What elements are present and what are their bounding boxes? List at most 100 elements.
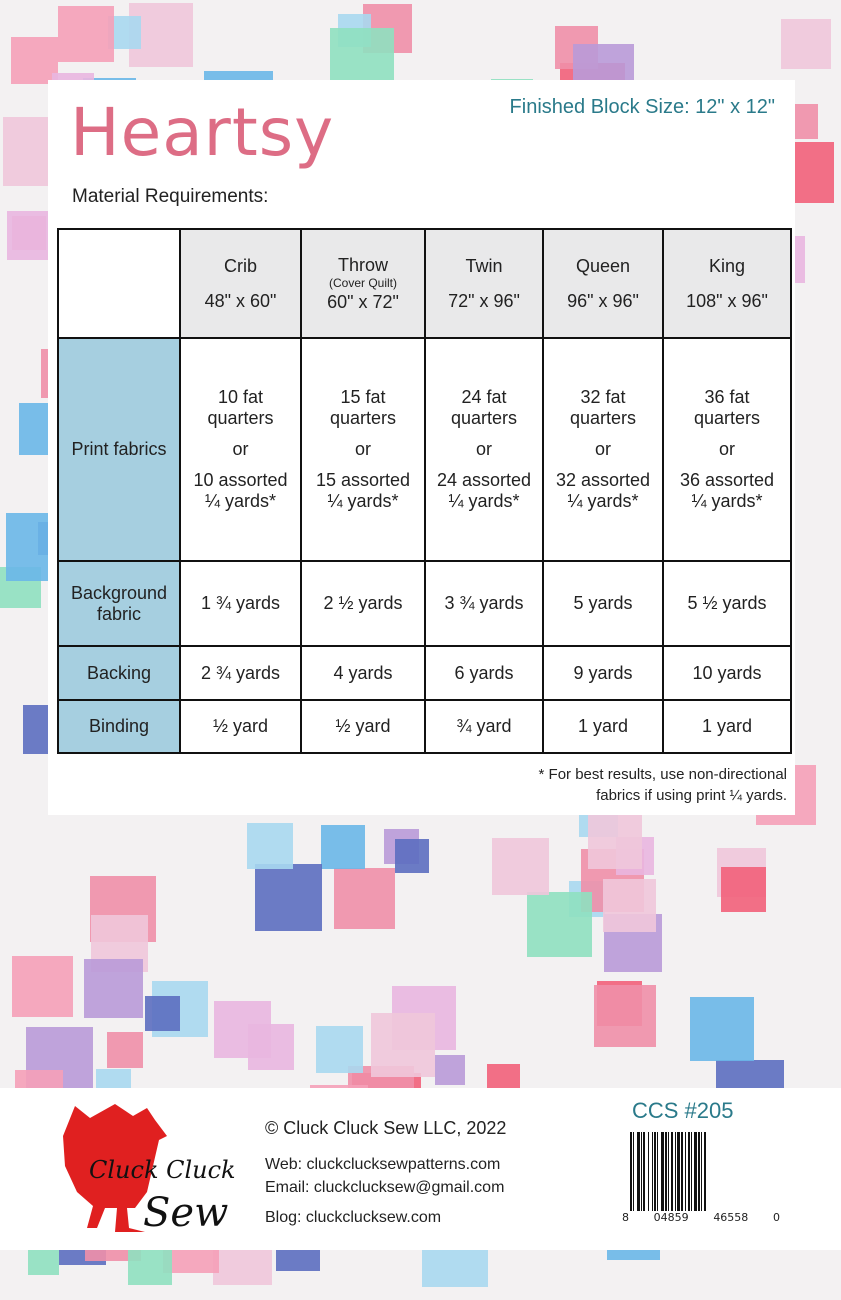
barcode-bar	[651, 1132, 653, 1212]
barcode-bar	[645, 1132, 648, 1212]
pattern-title: Heartsy	[70, 94, 335, 171]
quilt-patch	[214, 1001, 271, 1058]
table-cell: 1 ¾ yards	[179, 560, 302, 647]
table-cell: ¾ yard	[424, 699, 544, 754]
cell-line: or	[475, 439, 492, 459]
column-header-king: King 108" x 96"	[662, 228, 792, 339]
copyright: © Cluck Cluck Sew LLC, 2022	[265, 1118, 507, 1138]
quilt-patch	[603, 879, 656, 932]
requirements-table: Crib 48" x 60" Throw (Cover Quilt) 60" x 72"…	[57, 228, 792, 754]
cell-line: 24 assorted	[436, 470, 532, 490]
barcode-digit: 46558	[713, 1211, 749, 1224]
barcode-bar	[657, 1132, 659, 1212]
size-name: Queen	[575, 255, 631, 276]
table-row: Binding ½ yard ½ yard ¾ yard 1 yard 1 yard	[57, 699, 792, 754]
barcode-bar	[660, 1132, 664, 1212]
table-cell: 3 ¾ yards	[424, 560, 544, 647]
table-cell: 1 yard	[662, 699, 792, 754]
barcode-bar	[688, 1132, 691, 1212]
barcode-bar	[640, 1132, 643, 1212]
cell-line: or	[232, 439, 249, 459]
quilt-patch	[435, 1055, 465, 1085]
material-requirements-panel: Heartsy Finished Block Size: 12" x 12" M…	[48, 80, 795, 815]
table-cell: 2 ½ yards	[300, 560, 426, 647]
cell-line: 15 assorted	[315, 470, 411, 490]
svg-text:Cluck Cluck: Cluck Cluck	[89, 1156, 236, 1184]
svg-text:Sew: Sew	[143, 1190, 228, 1236]
quilt-patch	[316, 1026, 363, 1073]
column-header-queen: Queen 96" x 96"	[542, 228, 664, 339]
size-dimensions: 48" x 60"	[204, 290, 277, 311]
cell-line: 10 fat	[217, 387, 264, 407]
row-label: Print fabrics	[71, 439, 167, 459]
barcode-bar	[634, 1132, 637, 1212]
size-note: (Cover Quilt)	[328, 275, 397, 290]
table-row: Background fabric 1 ¾ yards 2 ½ yards 3 ¾ y…	[57, 560, 792, 647]
website-link[interactable]: Web: cluckclucksewpatterns.com	[265, 1156, 501, 1173]
barcode-bar	[656, 1132, 658, 1212]
barcode-bar	[684, 1132, 686, 1212]
quilt-patch	[7, 211, 56, 260]
barcode-bar	[639, 1132, 641, 1212]
quilt-patch	[58, 6, 114, 62]
barcode-bar	[647, 1132, 649, 1212]
row-label: Background fabric	[70, 582, 168, 624]
size-name: Throw	[337, 254, 388, 275]
quilt-patch	[395, 839, 429, 873]
barcode-digit: 04859	[653, 1211, 689, 1224]
quilt-patch	[11, 37, 58, 84]
table-row: Print fabrics 10 fat quarters or 10 assorted…	[57, 337, 792, 562]
barcode-bar	[636, 1132, 640, 1212]
chicken-logo: Cluck Cluck Sew	[63, 1104, 236, 1236]
table-cell: 1 yard	[542, 699, 664, 754]
row-label: Backing	[86, 662, 152, 683]
cell-line: 36 assorted	[679, 470, 775, 490]
table-cell: 2 ¾ yards	[179, 645, 302, 701]
quilt-patch	[594, 985, 656, 1047]
barcode-bar	[685, 1132, 689, 1212]
blog-link[interactable]: Blog: cluckclucksew.com	[265, 1209, 442, 1226]
size-name: King	[708, 255, 746, 276]
material-requirements-heading: Material Requirements:	[72, 186, 269, 207]
barcode-bar	[690, 1132, 692, 1212]
quilt-patch	[84, 959, 143, 1018]
cell-line: 32 fat	[580, 387, 626, 407]
cell-line: quarters	[207, 408, 274, 428]
cell-line: ¼ yards*	[448, 491, 520, 511]
table-cell: 32 fat quarters or 32 assorted ¼ yards*	[542, 337, 664, 562]
barcode-bar	[658, 1132, 661, 1212]
cell-line: 10 assorted	[193, 470, 288, 490]
size-name: Twin	[465, 255, 503, 276]
barcode-bar	[633, 1132, 635, 1212]
finished-block-size: Finished Block Size: 12" x 12"	[509, 96, 775, 118]
quilt-patch	[255, 864, 322, 931]
cell-line: ¼ yards*	[204, 491, 277, 511]
barcode-bar	[643, 1132, 646, 1212]
size-name: Crib	[223, 255, 257, 276]
row-label: Binding	[88, 716, 150, 736]
quilt-patch	[12, 956, 73, 1017]
barcode-digit: 0	[772, 1211, 780, 1224]
barcode-bar	[630, 1132, 633, 1212]
barcode-bar	[697, 1132, 701, 1212]
cell-line: quarters	[329, 408, 397, 428]
barcode-bar	[632, 1132, 634, 1212]
footer: Cluck Cluck Sew © Cluck Cluck Sew LLC, 2…	[0, 1088, 841, 1250]
table-cell: 15 fat quarters or 15 assorted ¼ yards*	[300, 337, 426, 562]
cell-line: quarters	[450, 408, 518, 428]
cell-line: ¼ yards*	[691, 491, 763, 511]
barcode-bar	[653, 1132, 655, 1212]
footnote: * For best results, use non-directional …	[539, 764, 787, 806]
barcode-bar	[648, 1132, 652, 1212]
cell-line: ¼ yards*	[567, 491, 639, 511]
barcode-bar	[691, 1132, 693, 1212]
size-dimensions: 72" x 96"	[448, 290, 520, 311]
quilt-patch	[371, 1013, 435, 1077]
barcode-bar	[674, 1132, 676, 1212]
cell-line: 32 assorted	[555, 470, 651, 490]
row-header: Backing	[57, 645, 181, 701]
table-row: Backing 2 ¾ yards 4 yards 6 yards 9 yards 10 …	[57, 645, 792, 701]
cell-line: 15 fat	[340, 387, 386, 407]
email-link[interactable]: Email: cluckclucksew@gmail.com	[265, 1179, 505, 1196]
barcode-bar	[702, 1132, 705, 1212]
